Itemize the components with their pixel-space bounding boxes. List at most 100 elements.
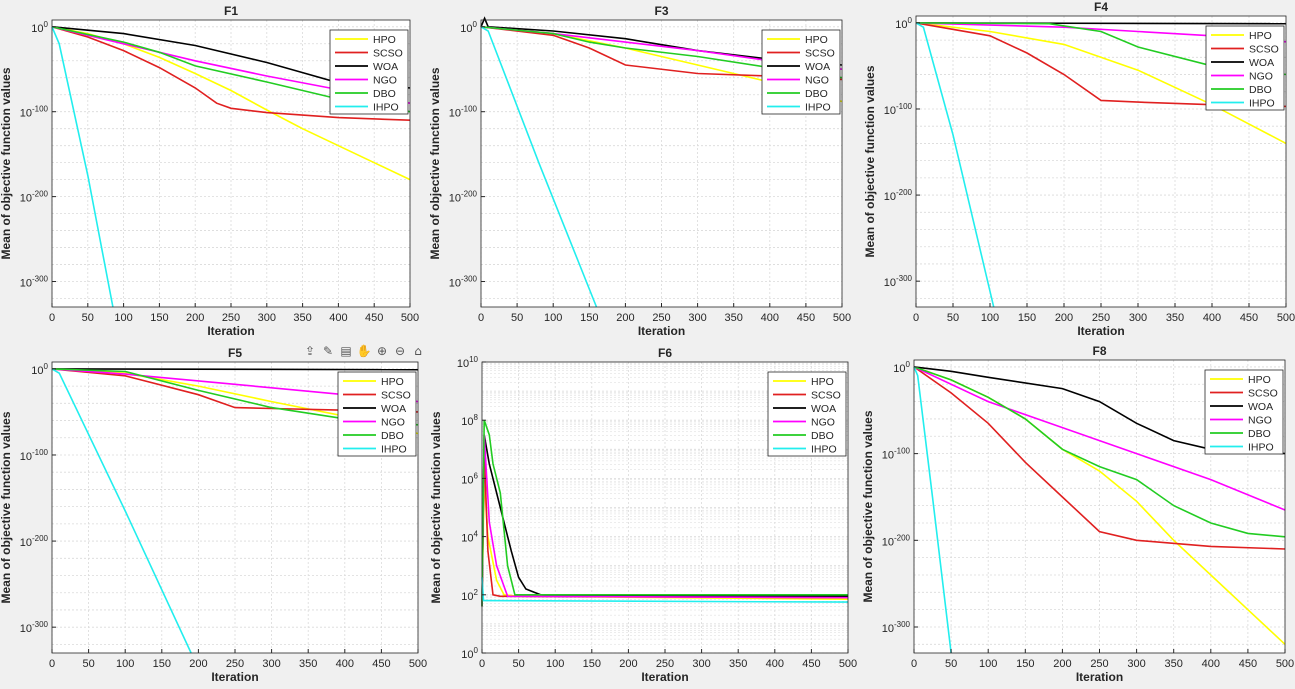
x-tick-label: 450 xyxy=(365,312,383,324)
series-woa xyxy=(51,368,419,371)
x-tick-label: 150 xyxy=(1018,312,1036,324)
y-axis-label: Mean of objective function values xyxy=(0,411,13,603)
legend-label-ihpo: IHPO xyxy=(805,102,831,114)
x-tick-label: 400 xyxy=(766,658,784,670)
legend-box xyxy=(329,29,409,115)
legend-label-ihpo: IHPO xyxy=(1248,442,1274,454)
x-tick-label: 0 xyxy=(49,312,55,324)
x-tick-label: 50 xyxy=(82,658,94,670)
x-tick-label: 450 xyxy=(372,658,390,670)
export-icon[interactable]: ⇪ xyxy=(304,344,316,358)
chart-f5: 0 50 100 150 200 250 300 350 400 450 500 100 10-100 1… xyxy=(0,346,427,684)
x-tick-label: 200 xyxy=(1055,312,1073,324)
y-tick-label: 10-300 xyxy=(20,275,49,290)
legend-label-ngo: NGO xyxy=(1249,71,1273,83)
x-tick-label: 400 xyxy=(1203,312,1221,324)
legend-label-ihpo: IHPO xyxy=(373,102,399,114)
x-tick-label: 300 xyxy=(262,658,280,670)
x-tick-label: 0 xyxy=(478,312,484,324)
chart-title: F6 xyxy=(658,346,672,360)
x-tick-label: 450 xyxy=(1240,312,1258,324)
series-scso xyxy=(51,26,411,121)
x-tick-label: 250 xyxy=(656,658,674,670)
x-tick-label: 500 xyxy=(401,312,419,324)
y-tick-label: 100 xyxy=(31,20,48,35)
home-icon[interactable]: ⌂ xyxy=(414,344,422,358)
x-tick-label: 500 xyxy=(833,312,851,324)
x-tick-label: 500 xyxy=(839,658,857,670)
legend-label-scso: SCSO xyxy=(1249,44,1279,56)
y-tick-label: 10-200 xyxy=(20,534,49,549)
y-axis-label: Mean of objective function values xyxy=(0,67,13,259)
x-tick-label: 100 xyxy=(979,658,997,670)
y-tick-label: 10-200 xyxy=(882,533,911,548)
x-tick-label: 100 xyxy=(546,658,564,670)
y-tick-label: 104 xyxy=(461,530,478,545)
x-tick-label: 350 xyxy=(1165,658,1183,670)
legend-label-woa: WOA xyxy=(381,403,406,415)
y-tick-label: 10-100 xyxy=(882,447,911,462)
y-tick-label: 10-100 xyxy=(20,448,49,463)
legend-label-dbo: DBO xyxy=(811,430,834,442)
zoom-out-icon[interactable]: ⊖ xyxy=(394,344,406,358)
y-tick-label: 102 xyxy=(461,588,478,603)
x-tick-label: 250 xyxy=(222,312,240,324)
x-tick-label: 300 xyxy=(258,312,276,324)
x-tick-label: 200 xyxy=(619,658,637,670)
datatips-icon[interactable]: ▤ xyxy=(340,344,352,358)
x-tick-label: 500 xyxy=(1276,658,1294,670)
zoom-in-icon[interactable]: ⊕ xyxy=(376,344,388,358)
pan-icon[interactable]: ✋ xyxy=(356,344,372,358)
x-tick-label: 350 xyxy=(293,312,311,324)
legend-label-ngo: NGO xyxy=(373,75,397,87)
legend-label-scso: SCSO xyxy=(1248,388,1278,400)
legend-box xyxy=(1204,369,1284,455)
chart-title: F4 xyxy=(1094,0,1108,14)
x-tick-label: 350 xyxy=(299,658,317,670)
x-axis-label: Iteration xyxy=(1076,670,1123,684)
y-tick-label: 10-100 xyxy=(449,105,478,120)
chart-f4: 0 50 100 150 200 250 300 350 400 450 500 100 10-100 1… xyxy=(863,0,1295,338)
x-tick-label: 100 xyxy=(544,312,562,324)
x-tick-label: 250 xyxy=(652,312,670,324)
x-tick-label: 50 xyxy=(511,312,523,324)
x-axis-label: Iteration xyxy=(207,324,254,338)
x-tick-label: 0 xyxy=(913,312,919,324)
legend-label-dbo: DBO xyxy=(381,430,404,442)
x-tick-label: 450 xyxy=(797,312,815,324)
series-ihpo xyxy=(915,22,995,308)
x-tick-label: 200 xyxy=(186,312,204,324)
y-tick-label: 106 xyxy=(461,471,478,486)
x-tick-label: 350 xyxy=(725,312,743,324)
legend-label-scso: SCSO xyxy=(381,390,411,402)
x-tick-label: 400 xyxy=(761,312,779,324)
y-tick-label: 100 xyxy=(461,646,478,661)
series-dbo xyxy=(913,366,1286,538)
x-tick-label: 350 xyxy=(729,658,747,670)
legend-label-dbo: DBO xyxy=(1248,428,1271,440)
y-axis-label: Mean of objective function values xyxy=(863,65,877,257)
x-tick-label: 50 xyxy=(947,312,959,324)
legend-box xyxy=(767,371,847,457)
y-axis-label: Mean of objective function values xyxy=(428,67,442,259)
legend-label-ngo: NGO xyxy=(805,75,829,87)
x-tick-label: 250 xyxy=(1090,658,1108,670)
legend-label-ngo: NGO xyxy=(381,417,405,429)
x-tick-label: 250 xyxy=(1092,312,1110,324)
y-tick-label: 10-100 xyxy=(884,102,913,117)
series-ihpo xyxy=(913,366,952,654)
legend-label-dbo: DBO xyxy=(373,88,396,100)
chart-f1: 0 50 100 150 200 250 300 350 400 450 500 100 10-100 1… xyxy=(0,4,419,338)
series-dbo xyxy=(481,419,848,607)
legend-label-ihpo: IHPO xyxy=(1249,98,1275,110)
legend-label-woa: WOA xyxy=(1248,401,1273,413)
brush-icon[interactable]: ✎ xyxy=(322,344,334,358)
x-tick-label: 450 xyxy=(802,658,820,670)
legend-label-scso: SCSO xyxy=(373,48,403,60)
series-hpo xyxy=(915,22,1287,145)
x-tick-label: 150 xyxy=(1016,658,1034,670)
x-tick-label: 150 xyxy=(583,658,601,670)
series-ihpo xyxy=(480,26,598,308)
